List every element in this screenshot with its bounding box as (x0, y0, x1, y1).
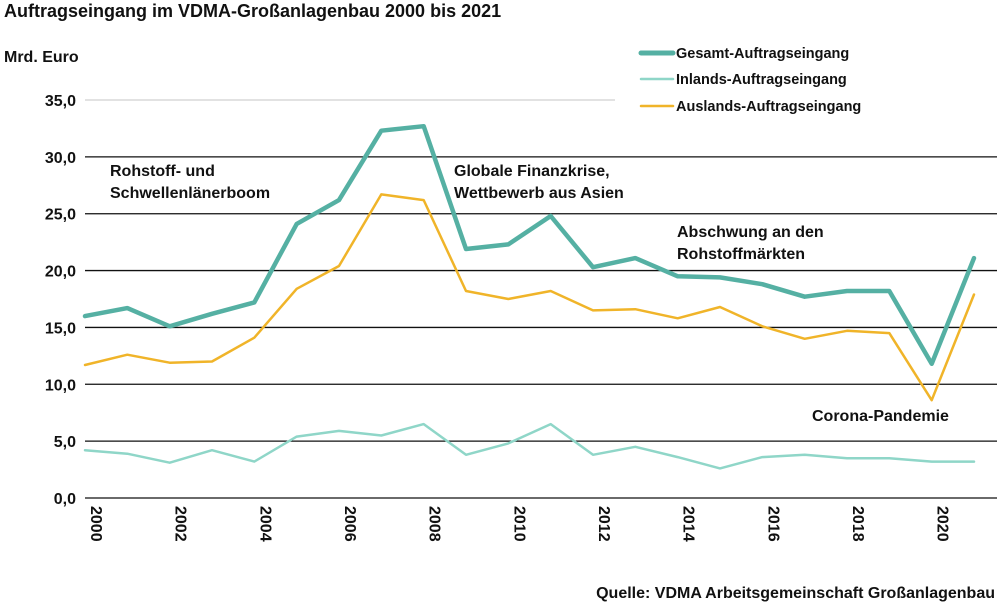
legend-label: Gesamt-Auftragseingang (676, 46, 849, 62)
chart-title: Auftragseingang im VDMA-Großanlagenbau 2… (4, 1, 501, 21)
legend-label: Auslands-Auftragseingang (676, 99, 861, 115)
x-tick-label: 2006 (341, 506, 358, 542)
y-tick-label: 15,0 (45, 320, 76, 337)
y-tick-label: 5,0 (54, 434, 76, 451)
legend: Gesamt-Auftragseingang Inlands-Auftragsei… (638, 46, 861, 115)
y-tick-label: 0,0 (54, 491, 76, 508)
annotation-corona: Corona-Pandemie (812, 408, 949, 425)
x-tick-label: 2010 (510, 506, 527, 542)
annotation-line: Wettbewerb aus Asien (454, 185, 624, 202)
x-axis-ticks: 2000 2002 2004 2006 2008 2010 2012 2014 2016 2018… (87, 506, 951, 542)
x-tick-label: 2008 (426, 506, 443, 542)
y-tick-label: 10,0 (45, 377, 76, 394)
x-tick-label: 2020 (934, 506, 951, 542)
annotation-line: Rohstoff- und (110, 163, 215, 180)
x-tick-label: 2012 (595, 506, 612, 542)
source-note: Quelle: VDMA Arbeitsgemeinschaft Großanl… (596, 585, 995, 602)
legend-label: Inlands-Auftragseingang (676, 72, 847, 88)
series-lines (82, 123, 977, 470)
series-line (82, 123, 977, 367)
annotation-line: Schwellenlänerboom (110, 185, 270, 202)
annotation-finanzkrise: Globale Finanzkrise, Wettbewerb aus Asie… (454, 163, 624, 202)
y-tick-label: 25,0 (45, 207, 76, 224)
x-tick-label: 2000 (87, 506, 104, 542)
annotation-line: Globale Finanzkrise, (454, 163, 610, 180)
y-tick-label: 20,0 (45, 264, 76, 281)
x-tick-label: 2004 (256, 506, 273, 542)
y-axis-label: Mrd. Euro (4, 49, 79, 66)
annotation-line: Corona-Pandemie (812, 408, 949, 425)
x-tick-label: 2002 (172, 506, 189, 542)
x-tick-label: 2016 (764, 506, 781, 542)
y-axis-ticks: 0,0 5,0 10,0 15,0 20,0 25,0 30,0 35,0 (45, 93, 76, 508)
x-tick-label: 2018 (849, 506, 866, 542)
annotation-abschwung: Abschwung an den Rohstoffmärkten (677, 224, 828, 263)
annotation-rohstoffboom: Rohstoff- und Schwellenlänerboom (110, 163, 270, 202)
annotation-line: Abschwung an den (677, 224, 824, 241)
series-line (83, 193, 976, 402)
series-line (83, 422, 976, 470)
gridlines (85, 99, 997, 499)
y-tick-label: 35,0 (45, 93, 76, 110)
x-tick-label: 2014 (680, 506, 697, 542)
annotations: Rohstoff- und Schwellenlänerboom Globale… (110, 163, 949, 425)
y-tick-label: 30,0 (45, 150, 76, 167)
annotation-line: Rohstoffmärkten (677, 246, 805, 263)
